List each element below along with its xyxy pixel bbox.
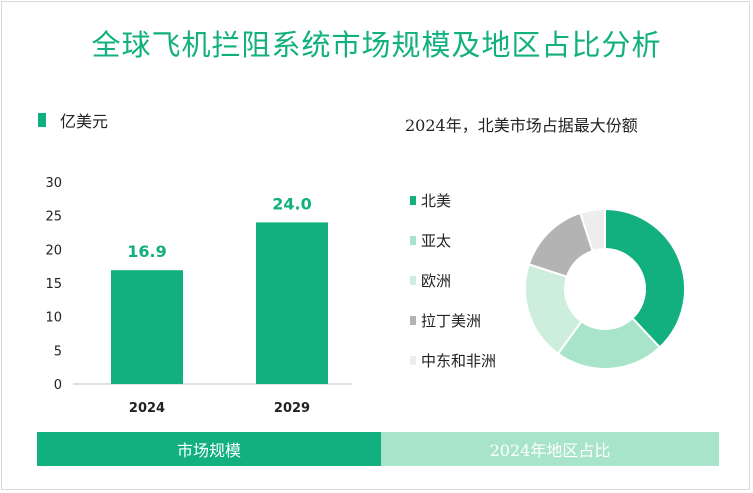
unit-label: 亿美元 xyxy=(60,112,109,131)
legend-label: 北美 xyxy=(421,192,452,210)
legend-swatch xyxy=(410,316,416,325)
donut-chart xyxy=(524,207,686,370)
legend-item: 中东和非洲 xyxy=(410,350,496,371)
legend-item: 北美 xyxy=(410,190,451,211)
bar-marks: 16.9 2024 24.0 2029 xyxy=(111,194,328,416)
y-axis-ticks: 0 5 10 15 20 25 30 xyxy=(45,176,62,393)
legend-item: 亚太 xyxy=(410,230,451,251)
y-tick-label: 20 xyxy=(45,243,62,258)
tab-region-share[interactable]: 2024年地区占比 xyxy=(381,432,719,466)
y-tick-label: 30 xyxy=(45,176,62,191)
y-tick-label: 5 xyxy=(54,344,62,359)
tab-market-size[interactable]: 市场规模 xyxy=(37,432,381,466)
legend-swatch xyxy=(410,276,416,285)
page-title: 全球飞机拦阻系统市场规模及地区占比分析 xyxy=(91,28,662,62)
bar-value-label: 16.9 xyxy=(127,242,166,261)
bar-legend: 亿美元 xyxy=(38,110,109,131)
pie-slice-4 xyxy=(579,207,606,253)
bar-value-label: 24.0 xyxy=(272,194,311,213)
y-tick-label: 15 xyxy=(45,277,62,292)
legend-label: 中东和非洲 xyxy=(421,352,497,370)
legend-swatch xyxy=(410,356,416,365)
legend-label: 拉丁美洲 xyxy=(421,312,482,330)
legend-item: 欧洲 xyxy=(410,270,451,291)
y-tick-label: 25 xyxy=(45,210,62,225)
legend-swatch xyxy=(410,236,416,245)
bar-legend-swatch xyxy=(38,113,46,127)
bar-2029 xyxy=(256,222,328,384)
tab-region-share-label: 2024年地区占比 xyxy=(489,441,611,460)
pie-slices xyxy=(524,207,686,370)
tab-market-size-label: 市场规模 xyxy=(176,441,241,460)
bar-2024 xyxy=(111,270,183,384)
legend-swatch xyxy=(410,196,416,205)
y-tick-label: 10 xyxy=(45,311,62,326)
y-tick-label: 0 xyxy=(54,378,62,393)
x-tick-label: 2024 xyxy=(129,401,165,416)
legend-label: 亚太 xyxy=(421,232,452,250)
legend-label: 欧洲 xyxy=(421,272,452,290)
legend-item: 拉丁美洲 xyxy=(410,310,481,331)
x-tick-label: 2029 xyxy=(274,401,310,416)
pie-title: 2024年，北美市场占据最大份额 xyxy=(405,116,638,135)
bar-chart: 0 5 10 15 20 25 30 16.9 2024 24.0 2029 xyxy=(45,176,352,416)
pie-slice-0 xyxy=(604,207,686,349)
